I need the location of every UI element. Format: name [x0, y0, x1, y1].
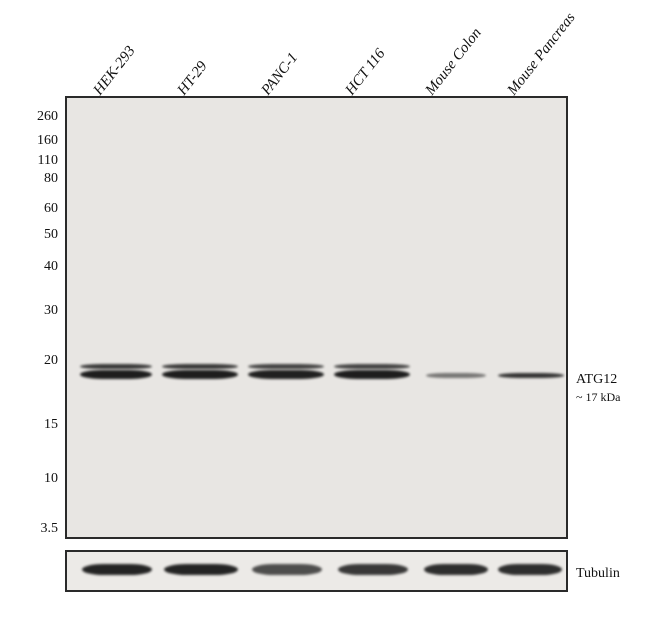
mw-marker-label: 50: [0, 227, 58, 243]
lane-label: Mouse Pancreas: [505, 10, 580, 99]
mw-marker-label: 60: [0, 201, 58, 217]
mw-marker-label: 110: [0, 153, 58, 169]
mw-marker-label: 260: [0, 109, 58, 125]
lane-label: HT-29: [175, 59, 212, 99]
tubulin-band: [424, 564, 488, 575]
mw-marker-label: 10: [0, 471, 58, 487]
mw-marker-label: 15: [0, 417, 58, 433]
atg12-band-upper: [80, 364, 152, 369]
mw-marker-label: 30: [0, 303, 58, 319]
lane-label: PANC-1: [259, 50, 303, 99]
tubulin-band: [498, 564, 562, 575]
mw-marker-label: 20: [0, 353, 58, 369]
lane-label: Mouse Colon: [423, 25, 486, 99]
atg12-band-lower: [80, 370, 152, 379]
atg12-band-lower: [162, 370, 238, 379]
atg12-band-upper: [162, 364, 238, 369]
atg12-band-lower: [498, 373, 564, 378]
western-blot-figure: HEK-293 HT-29 PANC-1 HCT 116 Mouse Colon Mous…: [0, 0, 650, 622]
atg12-band-upper: [248, 364, 324, 369]
target-protein-size-label: ~ 17 kDa: [576, 390, 620, 405]
mw-marker-label: 160: [0, 133, 58, 149]
mw-marker-label: 3.5: [0, 521, 58, 537]
lane-label: HCT 116: [343, 46, 390, 99]
tubulin-band: [164, 564, 238, 575]
tubulin-band: [252, 564, 322, 575]
main-blot-membrane: [65, 96, 568, 539]
atg12-band-lower: [426, 373, 486, 378]
tubulin-band: [338, 564, 408, 575]
mw-marker-label: 80: [0, 171, 58, 187]
target-protein-label: ATG12: [576, 372, 617, 388]
atg12-band-lower: [334, 370, 410, 379]
tubulin-band: [82, 564, 152, 575]
mw-marker-label: 40: [0, 259, 58, 275]
lane-label: HEK-293: [91, 43, 140, 99]
loading-control-label: Tubulin: [576, 566, 620, 582]
atg12-band-upper: [334, 364, 410, 369]
atg12-band-lower: [248, 370, 324, 379]
